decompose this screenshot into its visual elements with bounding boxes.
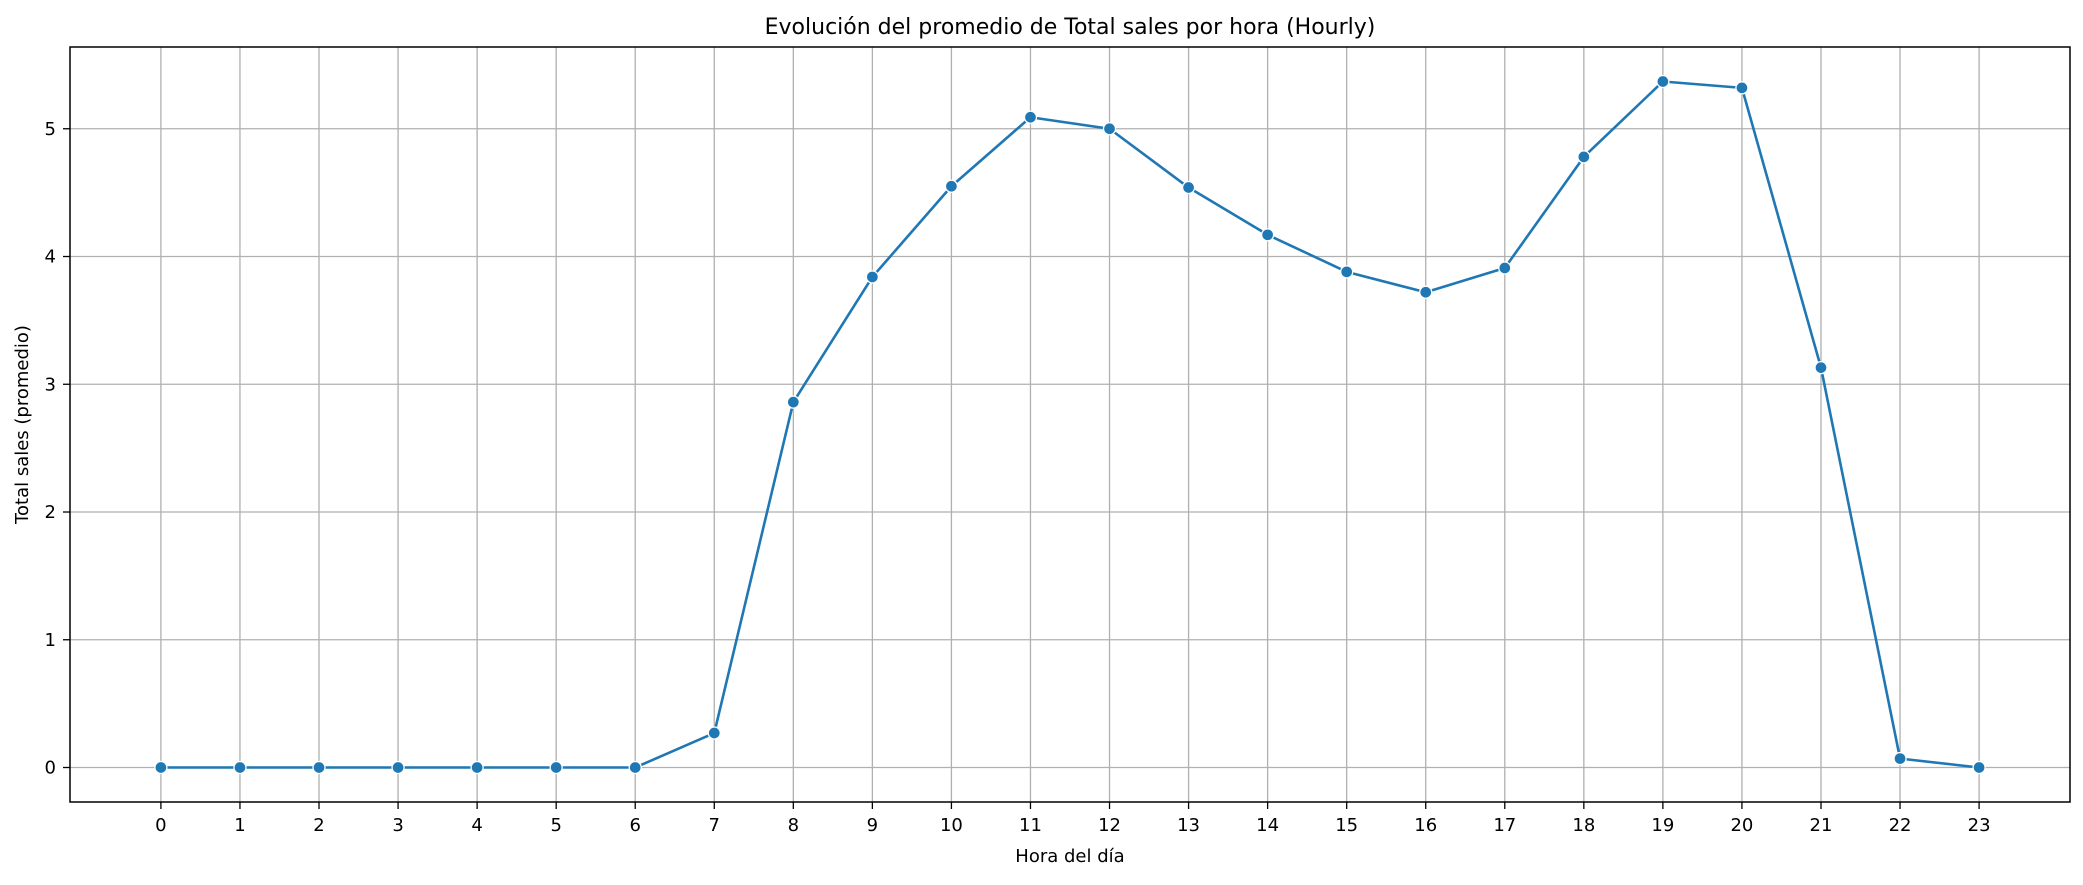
x-tick-label: 17 (1493, 815, 1516, 836)
data-point (1735, 81, 1749, 95)
data-point (1181, 180, 1196, 195)
data-point (1656, 74, 1670, 89)
x-tick-label: 10 (940, 815, 963, 836)
y-tick-label: 0 (45, 758, 56, 779)
grid (70, 47, 2070, 802)
data-point (470, 760, 484, 775)
x-tick-label: 5 (550, 815, 561, 836)
y-axis-label: Total sales (promedio) (12, 325, 33, 525)
x-tick-label: 18 (1572, 815, 1595, 836)
data-point (233, 760, 247, 775)
chart-title: Evolución del promedio de Total sales po… (765, 15, 1376, 40)
x-tick-label: 21 (1810, 815, 1833, 836)
ticks: 0 1 2 3 4 5 6 7 8 9 10 11 12 13 14 15 16 17 18 19 20 21 22 2301… (45, 119, 1991, 836)
x-tick-label: 2 (313, 815, 324, 836)
x-tick-label: 13 (1177, 815, 1200, 836)
x-tick-label: 1 (234, 815, 245, 836)
y-tick-label: 1 (45, 630, 56, 651)
x-tick-label: 15 (1335, 815, 1358, 836)
data-point (549, 760, 563, 775)
x-tick-label: 4 (471, 815, 482, 836)
x-tick-label: 16 (1414, 815, 1437, 836)
series-layer (154, 74, 1986, 775)
data-point (944, 179, 959, 193)
data-point (1023, 110, 1038, 124)
x-tick-label: 0 (155, 815, 166, 836)
data-point (1972, 760, 1986, 775)
x-tick-label: 7 (709, 815, 720, 836)
x-tick-label: 22 (1889, 815, 1912, 836)
y-tick-label: 3 (45, 374, 56, 395)
data-point (786, 395, 800, 409)
data-point (707, 726, 721, 740)
data-point (1814, 361, 1828, 375)
data-point (1577, 150, 1591, 164)
data-point (1340, 265, 1354, 279)
y-tick-label: 4 (45, 247, 56, 268)
data-point (628, 760, 642, 775)
data-point (1260, 228, 1275, 242)
plot-frame (69, 46, 2071, 803)
x-tick-label: 23 (1968, 815, 1991, 836)
x-tick-label: 9 (867, 815, 878, 836)
data-point (865, 270, 880, 284)
data-point (1498, 261, 1512, 275)
x-tick-label: 20 (1730, 815, 1753, 836)
series-line (160, 80, 1980, 769)
x-tick-label: 12 (1098, 815, 1121, 836)
data-point (1893, 751, 1907, 766)
data-point (312, 760, 326, 775)
x-tick-label: 8 (788, 815, 799, 836)
x-tick-label: 3 (392, 815, 403, 836)
data-point (154, 760, 168, 775)
data-point (1102, 122, 1117, 136)
x-axis-label: Hora del día (1015, 846, 1124, 867)
data-point (391, 760, 405, 775)
data-point (1419, 285, 1433, 299)
x-tick-label: 11 (1019, 815, 1042, 836)
y-tick-label: 2 (45, 502, 56, 523)
x-tick-label: 6 (629, 815, 640, 836)
y-tick-label: 5 (45, 119, 56, 140)
x-tick-label: 19 (1651, 815, 1674, 836)
x-tick-label: 14 (1256, 815, 1279, 836)
